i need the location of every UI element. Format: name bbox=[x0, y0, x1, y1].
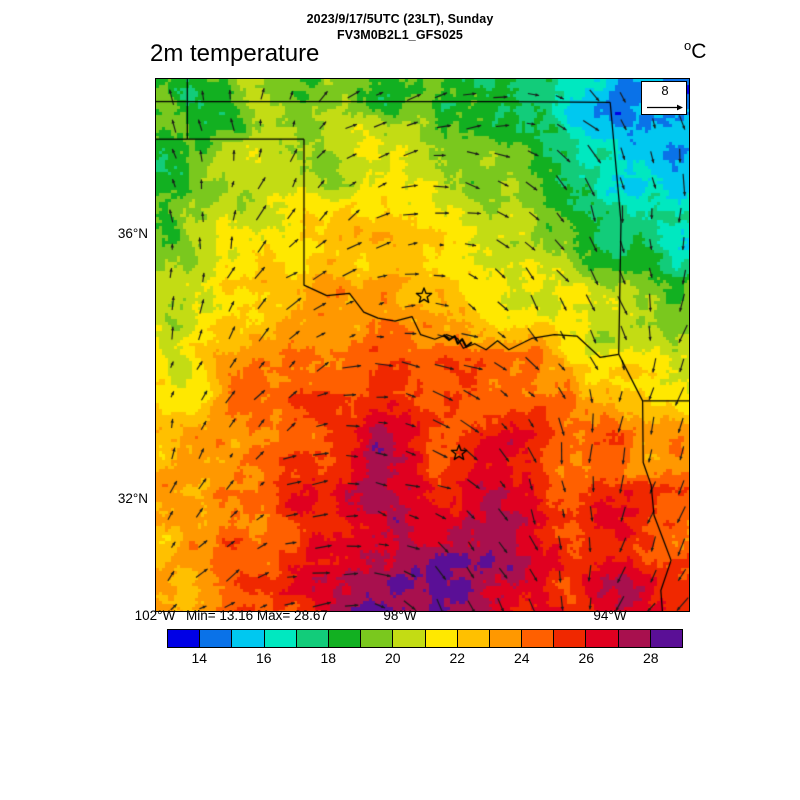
colorbar-segment-1 bbox=[200, 630, 233, 647]
degree-symbol: o bbox=[684, 38, 692, 53]
colorbar-segment-11 bbox=[522, 630, 555, 647]
minmax-stats: Min= 13.16 Max= 28.67 bbox=[186, 608, 328, 623]
colorbar-tick-24: 24 bbox=[513, 650, 530, 666]
units-celsius: C bbox=[691, 40, 707, 63]
colorbar-tick-18: 18 bbox=[320, 650, 337, 666]
lat-label-32n: 32°N bbox=[117, 491, 148, 506]
colorbar-segment-7 bbox=[393, 630, 426, 647]
colorbar-segment-3 bbox=[264, 630, 297, 647]
colorbar-tick-14: 14 bbox=[191, 650, 208, 666]
colorbar-segment-15 bbox=[650, 630, 682, 647]
lon-label-98w: 98°W bbox=[383, 608, 417, 623]
colorbar-segment-9 bbox=[457, 630, 490, 647]
colorbar-tick-22: 22 bbox=[449, 650, 466, 666]
colorbar-tick-16: 16 bbox=[255, 650, 272, 666]
colorbar-tick-26: 26 bbox=[578, 650, 595, 666]
page-title: 2m temperature bbox=[150, 40, 320, 67]
wind-scale-value: 8 bbox=[661, 83, 669, 98]
units-label: oC bbox=[684, 38, 706, 64]
colorbar-segment-4 bbox=[296, 630, 329, 647]
lon-label-102w: 102°W bbox=[134, 608, 176, 623]
colorbar-tick-20: 20 bbox=[384, 650, 401, 666]
wind-vector-legend: 8 bbox=[641, 81, 687, 115]
colorbar-segment-5 bbox=[328, 630, 362, 647]
temperature-map[interactable]: 8 bbox=[155, 78, 690, 612]
lat-label-36n: 36°N bbox=[117, 226, 148, 241]
colorbar-segment-12 bbox=[554, 630, 587, 647]
colorbar-segment-14 bbox=[618, 630, 651, 647]
colorbar-segment-2 bbox=[232, 630, 265, 647]
model-identifier: FV3M0B2L1_GFS025 bbox=[337, 28, 463, 42]
colorbar-segment-0 bbox=[168, 630, 201, 647]
colorbar[interactable] bbox=[167, 629, 683, 648]
forecast-datetime: 2023/9/17/5UTC (23LT), Sunday bbox=[306, 12, 494, 26]
lon-label-94w: 94°W bbox=[593, 608, 627, 623]
colorbar-tick-28: 28 bbox=[642, 650, 659, 666]
colorbar-segment-8 bbox=[425, 630, 458, 647]
colorbar-segment-6 bbox=[361, 630, 394, 647]
colorbar-segment-10 bbox=[489, 630, 523, 647]
colorbar-segment-13 bbox=[586, 630, 619, 647]
geography-borders-overlay bbox=[156, 79, 689, 611]
right-arrow-icon bbox=[647, 104, 683, 111]
